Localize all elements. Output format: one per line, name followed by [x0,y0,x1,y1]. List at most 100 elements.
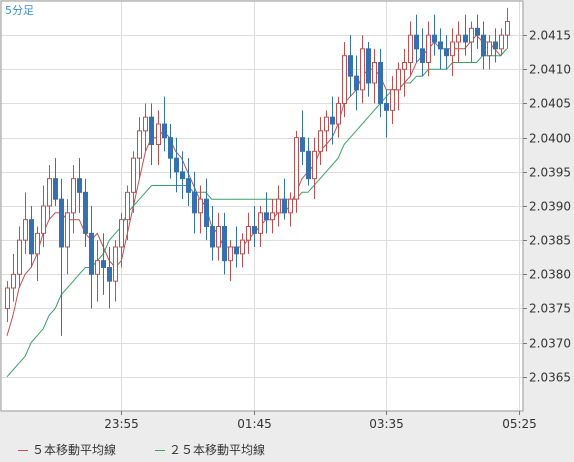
candle [17,226,22,288]
y-tick-label: 2.0380 [529,268,571,282]
candle-body [71,178,76,214]
candle-body [463,34,468,43]
candle [288,192,293,227]
candle-body [29,219,34,255]
candle [23,192,28,254]
candle [198,185,203,234]
candle [228,240,233,282]
candle [348,35,353,97]
x-axis: 23:55 01:45 03:35 05:25 [104,411,537,431]
candle [216,212,221,261]
candle-body [222,226,227,262]
candle-body [487,41,492,57]
candle-body [192,191,197,214]
y-tick-label: 2.0375 [529,302,571,316]
candle [11,253,16,302]
candle-body [168,137,173,159]
candle-body [493,41,498,50]
candle-body [210,226,215,248]
candle [354,55,359,111]
candle [65,199,70,275]
candle [125,185,130,241]
candle-body [228,246,233,262]
candle-body [456,34,461,43]
candle-body [65,212,70,248]
candle-body [149,116,154,145]
candle [426,21,431,77]
candle [83,178,88,247]
candle-body [35,232,40,255]
candle-body [348,55,353,77]
candle [294,130,299,213]
timeframe-label: 5分足 [5,4,34,17]
candle [174,137,179,193]
legend-swatch-ma5 [18,450,28,451]
candle-body [294,137,299,200]
candle [432,14,437,56]
candle [499,28,504,56]
candle-body [390,89,395,111]
y-tick-label: 2.0395 [529,166,571,180]
candle-body [312,150,317,180]
candle-body [414,34,419,50]
candle [119,212,124,268]
candle [372,48,377,104]
candle [53,158,58,206]
candle [71,165,76,234]
candle [438,28,443,70]
candle [493,28,498,63]
candle-body [426,34,431,64]
candle-body [342,55,347,104]
candle-body [240,239,245,255]
candle-body [174,157,179,173]
candle [450,28,455,77]
candle [396,62,401,111]
x-tick-label: 03:35 [369,417,404,431]
candle-body [420,48,425,63]
candle-body [107,267,112,282]
candle [420,28,425,77]
y-tick-label: 2.0410 [529,63,571,77]
candle-body [282,198,287,214]
candle-body [89,232,94,275]
x-tick-label: 23:55 [104,417,139,431]
candle [95,240,100,302]
candle-body [156,123,161,145]
candle [264,192,269,234]
candle [29,206,34,268]
candle [168,124,173,179]
candle-body [198,198,203,214]
candle-body [354,75,359,91]
candle [384,89,389,138]
candle-body [180,171,185,180]
y-tick-label: 2.0370 [529,337,571,351]
candle-body [131,157,136,193]
candle [408,21,413,77]
candle [324,110,329,152]
candlestick-series [5,7,510,336]
candle [469,21,474,63]
candle-body [5,287,10,309]
candle [306,137,311,186]
candle-body [408,34,413,64]
candle-body [306,150,311,180]
candle [5,281,10,323]
candle [282,178,287,220]
candle-body [481,34,486,57]
candle-body [475,27,480,36]
candle-body [17,239,22,275]
candle-body [288,198,293,214]
candle-body [499,34,504,50]
candle [137,117,142,179]
candle [414,14,419,63]
candle-body [234,246,239,255]
candle [240,233,245,268]
candle-body [137,130,142,159]
candle [186,158,191,206]
candle [270,199,275,234]
candle [59,178,64,336]
candle-body [276,198,281,214]
candle-body [336,103,341,125]
candle-body [95,260,100,275]
candle [258,206,263,247]
